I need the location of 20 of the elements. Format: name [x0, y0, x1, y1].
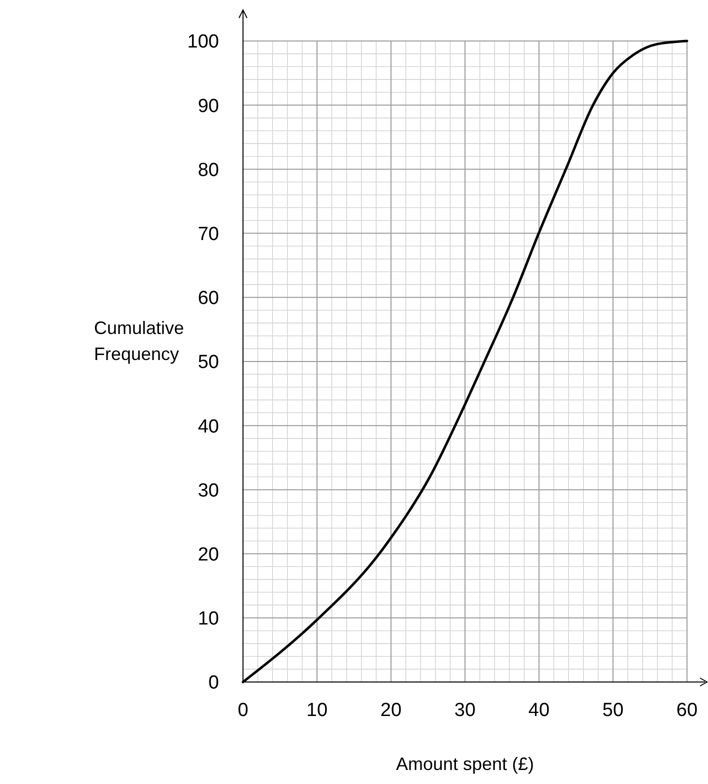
x-tick-label: 20 — [380, 700, 402, 721]
x-tick-label: 0 — [238, 700, 248, 721]
y-tick-label: 30 — [198, 480, 219, 502]
x-tick-label: 40 — [528, 700, 550, 721]
y-tick-label: 10 — [198, 608, 219, 630]
x-tick-label: 10 — [306, 700, 328, 721]
y-tick-label: 50 — [198, 352, 219, 374]
y-axis-title: Cumulative Frequency — [94, 318, 184, 364]
y-tick-label: 70 — [198, 224, 219, 245]
y-tick-label: 20 — [198, 544, 219, 566]
x-tick-label: 50 — [602, 700, 624, 721]
y-tick-label: 80 — [198, 160, 219, 181]
y-tick-label: 40 — [198, 416, 219, 438]
x-axis-title: Amount spent (£) — [396, 754, 534, 774]
x-tick-label: 60 — [676, 700, 698, 721]
x-tick-label: 30 — [454, 700, 476, 721]
y-tick-label: 90 — [198, 96, 219, 117]
y-tick-label: 100 — [187, 32, 219, 53]
y-tick-label: 60 — [198, 288, 219, 310]
y-tick-label: 0 — [208, 672, 219, 694]
